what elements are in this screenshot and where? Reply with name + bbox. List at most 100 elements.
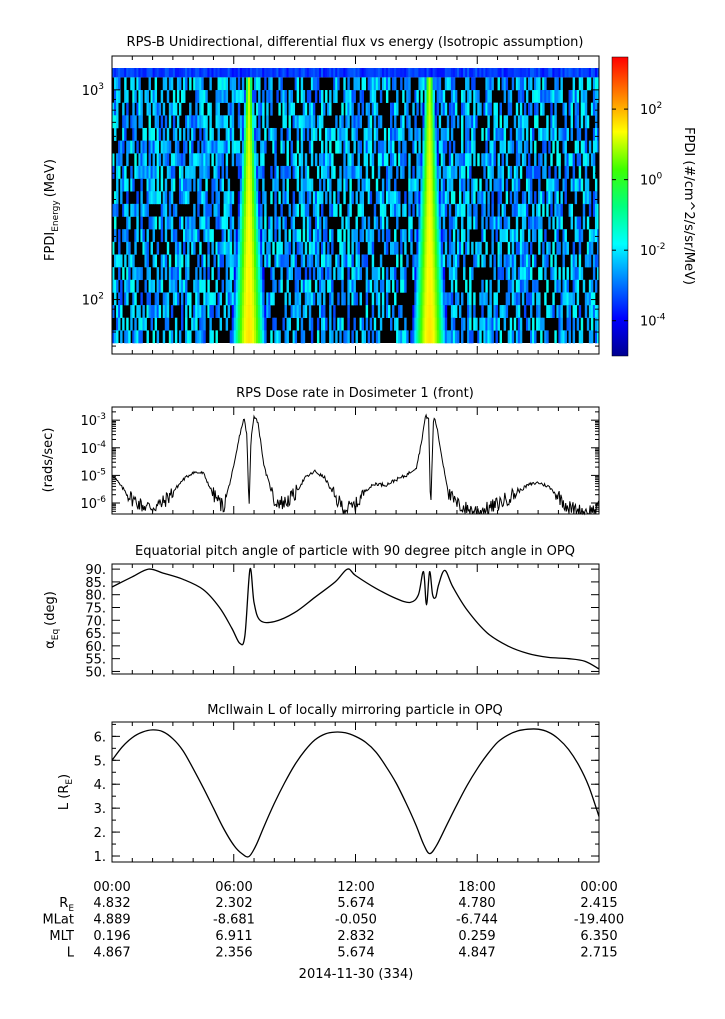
spectrogram-cell [367, 229, 371, 243]
spectrogram-cell [333, 127, 336, 141]
spectrogram-cell [227, 203, 231, 217]
spectrogram-cell [178, 216, 182, 230]
spectrogram-cell [442, 330, 446, 344]
spectrogram-cell [517, 140, 521, 154]
spectrogram-cell [430, 330, 434, 344]
spectrogram-cell [416, 191, 419, 205]
spectrogram-cell [148, 292, 151, 306]
spectrogram-cell [231, 216, 235, 230]
spectrogram-cell [523, 305, 527, 318]
spectrogram-cell [347, 90, 350, 103]
spectrogram-cell [582, 153, 586, 167]
spectrogram-cell [436, 203, 440, 217]
spectrogram-cell [381, 153, 385, 167]
spectrogram-cell [156, 115, 160, 129]
spectrogram-cell [365, 102, 369, 116]
spectrogram-cell [532, 317, 535, 331]
spectrogram-cell [363, 77, 367, 91]
spectrogram-cell [329, 153, 332, 167]
spectrogram-cell [396, 102, 399, 116]
spectrogram-cell [156, 279, 160, 293]
spectrogram-cell [562, 127, 565, 141]
spectrogram-cell [282, 102, 285, 116]
spectrogram-cell [343, 90, 346, 103]
spectrogram-cell [136, 77, 139, 91]
spectrogram-cell [351, 254, 354, 268]
spectrogram-cell [140, 330, 143, 344]
spectrogram-cell [467, 305, 470, 318]
spectrogram-cell [217, 203, 220, 217]
spectrogram-cell [461, 90, 464, 103]
spectrogram-cell [392, 267, 395, 281]
spectrogram-cell [485, 292, 488, 306]
spectrogram-cell [207, 254, 210, 268]
spectrogram-cell [308, 178, 312, 192]
spectrogram-cell [245, 178, 249, 192]
spectrogram-cell [398, 127, 401, 141]
spectrogram-cell [568, 90, 571, 103]
spectrogram-cell [164, 153, 168, 167]
spectrogram-cell [527, 267, 531, 281]
spectrogram-cell [215, 102, 218, 116]
spectrogram-cell [219, 68, 222, 78]
spectrogram-cell [241, 279, 245, 293]
spectrogram-cell [420, 216, 423, 230]
spectrogram-cell [260, 241, 263, 255]
spectrogram-cell [312, 241, 316, 255]
spectrogram-cell [446, 254, 450, 268]
spectrogram-cell [473, 77, 476, 91]
spectrogram-cell [444, 68, 448, 78]
spectrogram-cell [314, 203, 318, 217]
spectrogram-cell [215, 90, 218, 103]
spectrogram-cell [361, 68, 365, 78]
spectrogram-cell [428, 241, 431, 255]
spectrogram-cell [249, 191, 253, 205]
spectrogram-cell [215, 140, 218, 154]
spectrogram-cell [223, 229, 227, 243]
spectrogram-cell [564, 330, 567, 344]
spectrogram-cell [197, 330, 200, 344]
x-axis-tick-label: 06:00 [215, 880, 252, 895]
spectrogram-cell [339, 229, 342, 243]
spectrogram-cell [359, 203, 362, 217]
spectrogram-cell [122, 140, 125, 154]
spectrogram-cell [118, 317, 121, 331]
spectrogram-cell [164, 267, 168, 281]
spectrogram-cell [345, 165, 348, 179]
spectrogram-cell [221, 90, 224, 103]
spectrogram-cell [542, 90, 545, 103]
spectrogram-cell [148, 115, 151, 129]
spectrogram-cell [505, 305, 509, 318]
spectrogram-cell [424, 229, 427, 243]
spectrogram-cell [262, 140, 265, 154]
spectrogram-cell [339, 68, 342, 78]
spectrogram-cell [164, 115, 168, 129]
ephemeris-value: 6.911 [215, 929, 252, 944]
spectrogram-cell [292, 241, 296, 255]
spectrogram-cell [505, 191, 509, 205]
mcilwain-y-ticks: 1.2.3.4.5.6. [94, 723, 599, 865]
spectrogram-cell [318, 68, 322, 78]
spectrogram-cell [495, 115, 498, 129]
spectrogram-cell [235, 90, 239, 103]
spectrogram-cell [592, 165, 596, 179]
spectrogram-cell [168, 279, 172, 293]
spectrogram-cell [241, 178, 245, 192]
spectrogram-cell [467, 165, 470, 179]
spectrogram-cell [205, 178, 208, 192]
spectrogram-cell [335, 115, 338, 129]
spectrogram-cell [416, 267, 419, 281]
spectrogram-cell [390, 115, 393, 129]
spectrogram-cell [166, 305, 170, 318]
spectrogram-cell [142, 305, 145, 318]
spectrogram-cell [505, 216, 509, 230]
spectrogram-cell [377, 229, 381, 243]
spectrogram-cell [178, 127, 182, 141]
spectrogram-cell [162, 77, 166, 91]
spectrogram-cell [292, 216, 296, 230]
spectrogram-cell [314, 90, 318, 103]
spectrogram-cell [209, 317, 212, 331]
spectrogram-cell [379, 279, 383, 293]
spectrogram-cell [126, 178, 129, 192]
spectrogram-cell [339, 317, 342, 331]
